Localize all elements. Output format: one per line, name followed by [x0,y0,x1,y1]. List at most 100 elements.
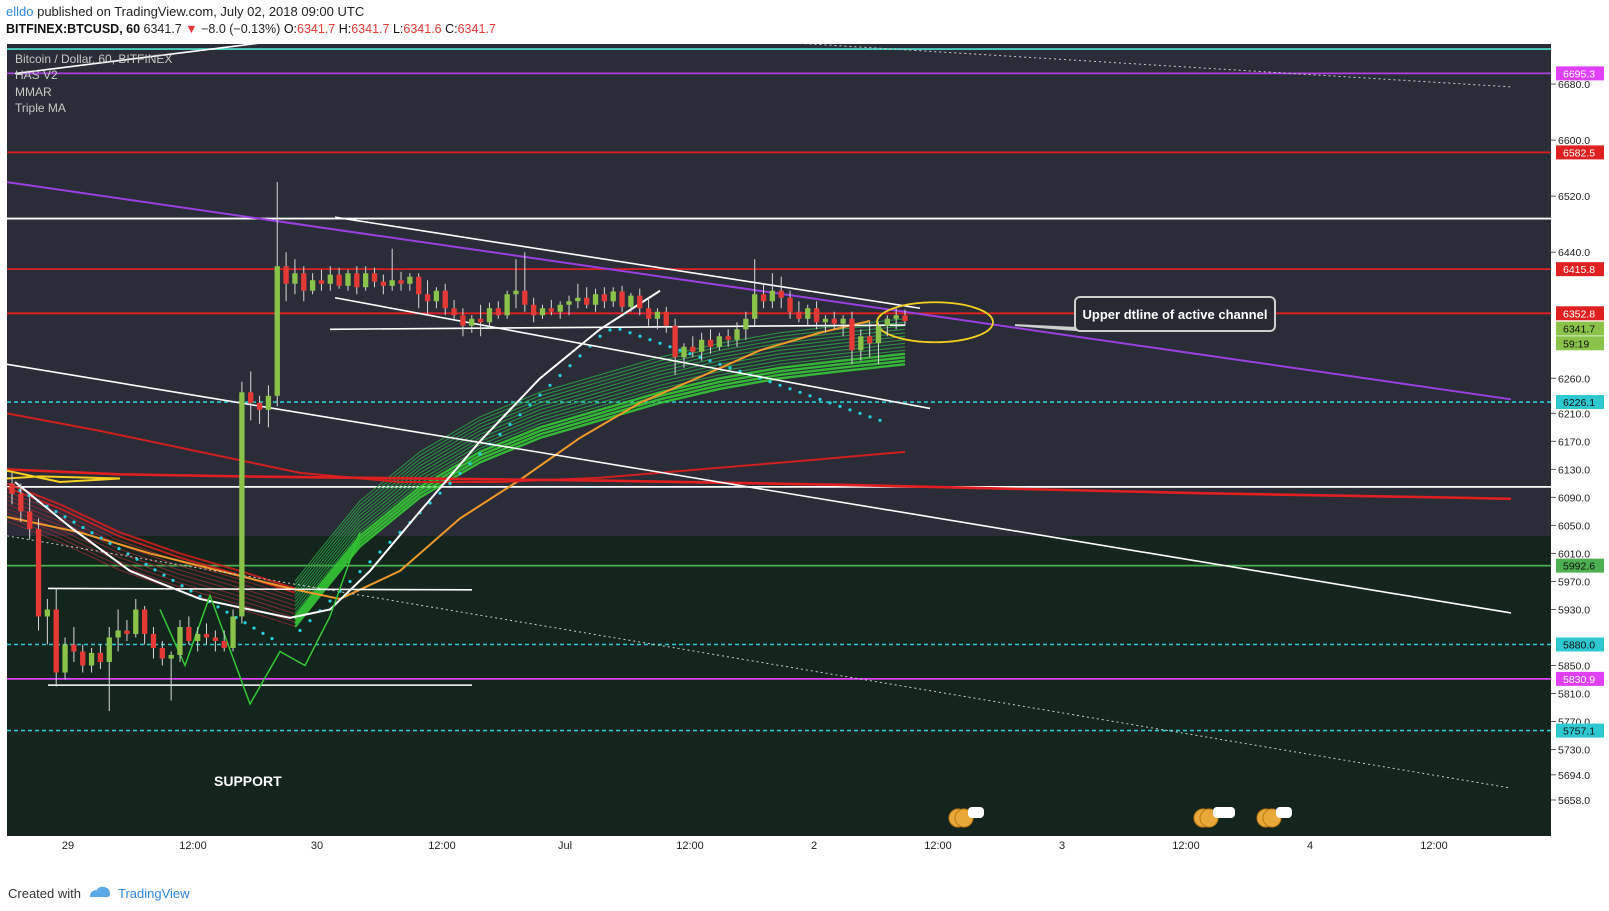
trail-dot [478,452,482,456]
highlight-ellipse [876,301,994,344]
long-ma-line [7,468,1512,501]
trail-dot [538,393,542,397]
trail-dot [117,547,121,551]
down-arrow-icon: ▼ [185,22,198,36]
bull-candle [177,626,183,655]
published-text: published on TradingView.com, July 02, 2… [37,4,365,19]
price-label-box [1556,395,1604,410]
trail-dot [90,531,94,535]
price-chart[interactable]: 6760.06680.06600.06520.06440.06260.06210… [0,42,1609,872]
x-tick-label: 12:00 [676,840,704,852]
bull-candle [743,318,749,330]
close-label: C: [445,22,458,36]
y-tick-label: 6520.0 [1558,191,1590,203]
trail-dot [458,471,462,476]
trail-dot [438,491,442,495]
y-tick-label: 5930.0 [1558,604,1590,616]
bear-candle [460,315,466,326]
y-axis-ticks: 6760.06680.06600.06520.06440.06260.06210… [1551,79,1590,807]
green-ma-ribbon [294,349,906,614]
price-labels: 6695.3 6582.5 6415.8 6352.8 6341.7 59:19 6226.… [1556,66,1604,738]
bear-candle [707,339,714,347]
bull-candle [239,392,245,617]
y-tick-label: 5850.0 [1558,661,1590,673]
bear-candle [9,483,15,494]
bear-candle [902,315,908,322]
bear-candle [256,402,263,410]
trail-dot [72,520,76,524]
x-tick-label: 30 [311,840,323,852]
trail-dot [225,610,229,614]
range-top-line [47,587,473,591]
symbol-line: BITFINEX:BTCUSD, 60 6341.7 ▼ −8.0 (−0.13… [6,22,496,36]
bull-candle [433,290,440,302]
price-label-box [1556,637,1604,652]
tradingview-logo-icon [90,886,110,897]
price-label-text: 6695.3 [1563,68,1595,80]
bear-candle [371,273,378,282]
red-ma-ribbon [7,516,296,623]
price-label-box [1556,671,1604,686]
price-label-text: 5830.9 [1563,674,1595,686]
legend-mmar[interactable]: MMAR [15,85,52,99]
bear-candle [477,318,484,323]
trail-dot [788,387,792,391]
trail-dot [298,628,302,633]
author-link[interactable]: elldo [6,4,34,19]
green-ma-ribbon [294,356,906,621]
green-ma-ribbon [294,332,906,596]
price-label-text: 6352.8 [1563,308,1595,320]
bull-candle [769,290,776,302]
bear-candle [778,290,784,298]
symbol-name[interactable]: BITFINEX:BTCUSD, 60 [6,22,141,36]
bear-candle [159,647,165,659]
x-tick-label: 3 [1059,840,1065,852]
callout-upper-trendline[interactable]: Upper dtline of active channel [1074,296,1276,332]
bear-candle [637,295,643,309]
trail-dot [568,364,572,368]
bull-candle [716,336,722,347]
bear-candle [522,290,528,305]
bull-candle [88,652,95,666]
bear-candle [336,274,342,286]
price-label-text: 5757.1 [1563,726,1595,738]
y-tick-label: 6010.0 [1558,548,1590,560]
chart-markers [948,807,1292,828]
trail-dot [189,589,193,593]
green-ma-ribbon [294,352,906,618]
created-with-text: Created with [8,886,81,901]
legend-triple-ma[interactable]: Triple MA [15,101,66,115]
bear-candle [35,528,42,617]
bear-candle [645,308,652,319]
trail-dot [868,415,872,419]
legend-title[interactable]: Bitcoin / Dollar, 60, BITFINEX [15,52,173,66]
channel-bottom-line [334,296,931,410]
bull-candle [752,294,758,319]
price-label-text: 6415.8 [1563,264,1595,276]
support-label[interactable]: SUPPORT [214,773,282,789]
bull-candle [557,304,563,312]
bull-candle [44,609,51,617]
publish-header: elldo published on TradingView.com, July… [0,0,1609,42]
bear-candle [221,640,227,648]
price-label-box [1556,145,1604,160]
trail-dot [308,619,312,623]
bear-candle [548,308,554,312]
bull-candle [698,339,705,352]
candles [9,182,908,712]
price-label-box [1556,336,1604,351]
bear-candle [186,626,192,641]
bull-candle [628,295,634,307]
bull-candle [309,280,316,291]
trail-dot [518,413,522,417]
bear-candle [141,609,148,634]
trail-dot [328,599,332,603]
trail-dot [558,373,562,378]
bull-candle [469,318,475,326]
trail-dot [153,568,157,572]
legend-has-v2[interactable]: HAS V2 [15,68,58,82]
red-ma-ribbon [7,491,296,598]
bear-candle [150,633,157,648]
x-tick-label: 2 [811,840,817,852]
tradingview-brand[interactable]: TradingView [118,886,190,901]
